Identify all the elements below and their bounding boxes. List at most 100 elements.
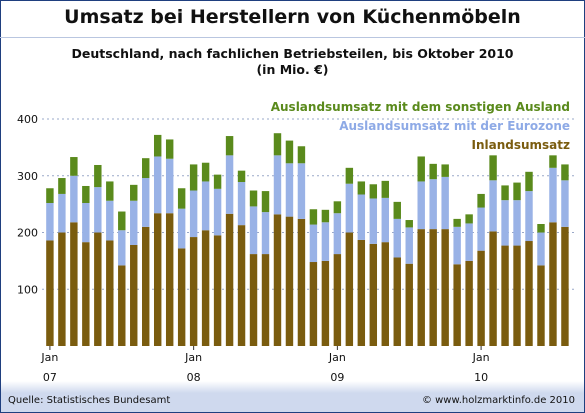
bar-segment-eurozone (213, 188, 222, 236)
bar-segment-inland (130, 245, 138, 346)
bar-segment-eurozone (549, 167, 557, 223)
bar-segment-sonstiges-ausland (321, 209, 330, 223)
bar-segment-inland (285, 216, 294, 346)
bar-segment-sonstiges-ausland (405, 220, 413, 228)
bar-segment-inland (381, 242, 389, 346)
legend-entry: Auslandsumsatz mit der Eurozone (339, 119, 570, 133)
x-tick-year-label: 09 (330, 371, 344, 384)
bar-segment-eurozone (417, 181, 425, 230)
bar-segment-inland (249, 254, 258, 346)
bar-segment-inland (237, 225, 246, 346)
bar-segment-sonstiges-ausland (130, 184, 138, 201)
bar-segment-inland (142, 226, 150, 346)
bar-segment-sonstiges-ausland (429, 163, 437, 180)
chart-subtitle: Deutschland, nach fachlichen Betriebstei… (0, 46, 585, 78)
bar-segment-eurozone (177, 208, 186, 249)
bar-segment-inland (465, 260, 473, 346)
bar-segment-eurozone (82, 203, 90, 243)
bar-segment-eurozone (106, 200, 114, 241)
bar-segment-inland (441, 229, 449, 346)
bar-segment-eurozone (189, 190, 198, 238)
bar-segment-sonstiges-ausland (501, 185, 509, 201)
bar-segment-inland (225, 213, 234, 346)
bar-segment-inland (489, 231, 497, 346)
x-tick-year-label: 07 (43, 371, 57, 384)
x-tick-month-label: Jan (40, 351, 58, 364)
y-tick-label: 400 (17, 113, 38, 126)
bar-segment-sonstiges-ausland (393, 201, 401, 219)
bar-segment-eurozone (465, 223, 473, 261)
x-tick-month-label: Jan (472, 351, 490, 364)
bar-segment-eurozone (273, 155, 282, 215)
bar-segment-sonstiges-ausland (249, 190, 258, 207)
x-tick-month-label: Jan (184, 351, 202, 364)
bar-segment-eurozone (309, 224, 318, 263)
bar-segment-inland (345, 232, 354, 346)
subtitle-line-1: Deutschland, nach fachlichen Betriebstei… (71, 46, 514, 61)
bar-segment-inland (106, 240, 114, 346)
bar-segment-sonstiges-ausland (142, 158, 150, 179)
bar-segment-sonstiges-ausland (153, 134, 162, 157)
bar-segment-sonstiges-ausland (561, 164, 569, 181)
bar-segment-inland (453, 264, 461, 346)
bar-segment-inland (429, 229, 437, 346)
legend-entry: Inlandsumsatz (471, 138, 570, 152)
bar-segment-sonstiges-ausland (489, 155, 497, 181)
bar-segment-sonstiges-ausland (441, 164, 449, 177)
bar-segment-eurozone (345, 183, 354, 233)
bar-segment-sonstiges-ausland (417, 156, 425, 182)
bar-segment-sonstiges-ausland (525, 171, 533, 192)
source-note: Quelle: Statistisches Bundesamt (8, 395, 171, 406)
x-tick-year-label: 10 (474, 371, 488, 384)
bar-segment-inland (477, 250, 485, 346)
bar-segment-eurozone (489, 180, 497, 232)
bar-segment-inland (165, 213, 174, 346)
bar-segment-eurozone (525, 191, 533, 242)
bar-segment-eurozone (165, 158, 174, 214)
bar-segment-sonstiges-ausland (297, 146, 306, 164)
bar-segment-sonstiges-ausland (549, 155, 557, 168)
bar-segment-eurozone (381, 197, 389, 243)
bar-segment-eurozone (513, 200, 521, 246)
bar-segment-sonstiges-ausland (70, 157, 78, 176)
bar-segment-eurozone (477, 207, 485, 251)
bar-segment-sonstiges-ausland (213, 174, 222, 189)
bar-segment-inland (118, 265, 126, 346)
bar-segment-eurozone (333, 213, 342, 255)
bar-segment-inland (501, 245, 509, 346)
bar-segment-eurozone (321, 222, 330, 261)
bar-segment-sonstiges-ausland (237, 170, 246, 183)
chart-title: Umsatz bei Herstellern von Küchenmöbeln (64, 6, 521, 28)
bar-segment-sonstiges-ausland (273, 133, 282, 156)
bar-segment-inland (393, 257, 401, 346)
bar-segment-sonstiges-ausland (58, 178, 66, 194)
bar-segment-eurozone (58, 193, 66, 233)
legend-entry: Auslandsumsatz mit dem sonstigen Ausland (271, 100, 570, 114)
bar-segment-inland (513, 245, 521, 346)
title-divider (0, 37, 585, 38)
bar-segment-eurozone (285, 163, 294, 217)
bar-segment-eurozone (46, 203, 54, 241)
bar-segment-eurozone (237, 182, 246, 226)
bar-segment-inland (189, 237, 198, 346)
bar-segment-sonstiges-ausland (453, 218, 461, 227)
bar-segment-eurozone (142, 178, 150, 227)
bar-segment-inland (46, 240, 54, 346)
bar-segment-inland (177, 248, 186, 346)
x-tick-month-label: Jan (328, 351, 346, 364)
bar-segment-inland (213, 235, 222, 346)
bar-segment-inland (417, 229, 425, 346)
bar-segment-eurozone (261, 212, 270, 255)
bar-segment-eurozone (357, 194, 366, 240)
bar-segment-sonstiges-ausland (285, 140, 294, 164)
bar-segment-inland (261, 254, 270, 346)
bar-segment-sonstiges-ausland (94, 164, 102, 188)
bar-segment-sonstiges-ausland (165, 139, 174, 159)
copyright-note: © www.holzmarktinfo.de 2010 (421, 395, 575, 406)
bar-segment-sonstiges-ausland (189, 164, 198, 191)
bar-segment-inland (273, 214, 282, 346)
bar-segment-eurozone (561, 180, 569, 227)
bar-segment-sonstiges-ausland (345, 167, 354, 184)
bar-segment-inland (94, 232, 102, 346)
